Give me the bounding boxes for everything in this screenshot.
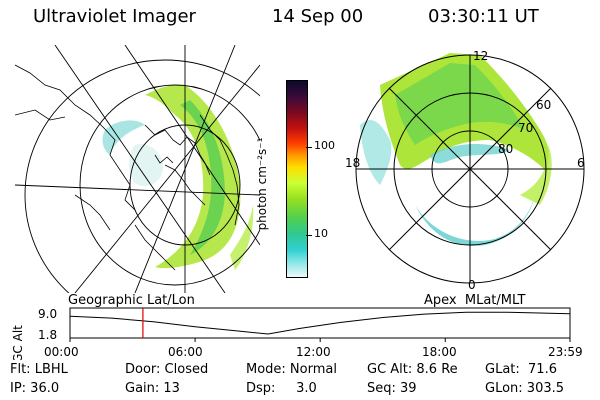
info-gain: Gain: 13 [125, 381, 180, 396]
altitude-curve [69, 311, 571, 335]
map-graticule [15, 45, 260, 293]
timeline-xtick-3: 18:00 [422, 345, 457, 359]
geographic-map [15, 45, 260, 293]
aurora-oval-polar [360, 53, 552, 246]
timeline-ytick-min: 1.8 [38, 328, 57, 342]
mlt-label-0: 0 [468, 278, 476, 292]
timeline-axis-label: GC Alt [11, 325, 25, 360]
info-gc-alt: GC Alt: 8.6 Re [367, 362, 458, 377]
time-label: 03:30:11 UT [428, 6, 539, 27]
geographic-caption: Geographic Lat/Lon [68, 293, 195, 308]
mlt-label-18: 18 [345, 156, 360, 170]
colorbar-label-10: 10 [314, 227, 328, 240]
info-seq: Seq: 39 [367, 381, 417, 396]
info-glon: GLon: 303.5 [485, 381, 565, 396]
info-dsp: Dsp: 3.0 [246, 381, 317, 396]
info-ip: IP: 36.0 [10, 381, 60, 396]
timeline-xtick-4: 23:59 [548, 345, 583, 359]
mlat-label-70: 70 [518, 121, 533, 135]
colorbar-tick-100 [306, 147, 312, 148]
info-mode: Mode: Normal [246, 362, 337, 377]
colorbar-unit: photon cm⁻²s⁻¹ [255, 137, 269, 231]
timeline-xtick-0: 00:00 [44, 345, 79, 359]
timeline-xtick-1: 06:00 [168, 345, 203, 359]
mlt-label-6: 6 [577, 156, 585, 170]
info-filter: Flt: LBHL [10, 362, 68, 377]
polar-map: 12 18 6 0 60 70 80 [345, 49, 585, 292]
colorbar [286, 80, 308, 278]
coastlines [15, 64, 240, 271]
colorbar-label-100: 100 [314, 139, 335, 152]
apex-caption: Apex MLat/MLT [424, 293, 526, 308]
date-label: 14 Sep 00 [272, 6, 364, 27]
info-glat: GLat: 71.6 [485, 362, 557, 377]
timeline-xtick-2: 12:00 [296, 345, 331, 359]
mlat-label-80: 80 [498, 142, 513, 156]
mlat-label-60: 60 [536, 98, 551, 112]
info-door: Door: Closed [125, 362, 209, 377]
polar-grid [355, 54, 585, 284]
app-title: Ultraviolet Imager [33, 6, 196, 27]
timeline-ytick-max: 9.0 [38, 307, 57, 321]
altitude-timeline: GC Alt 9.0 1.8 00:00 06:00 12:00 18:00 2… [11, 307, 583, 360]
mlt-label-12: 12 [473, 49, 488, 63]
colorbar-tick-10 [306, 235, 312, 236]
